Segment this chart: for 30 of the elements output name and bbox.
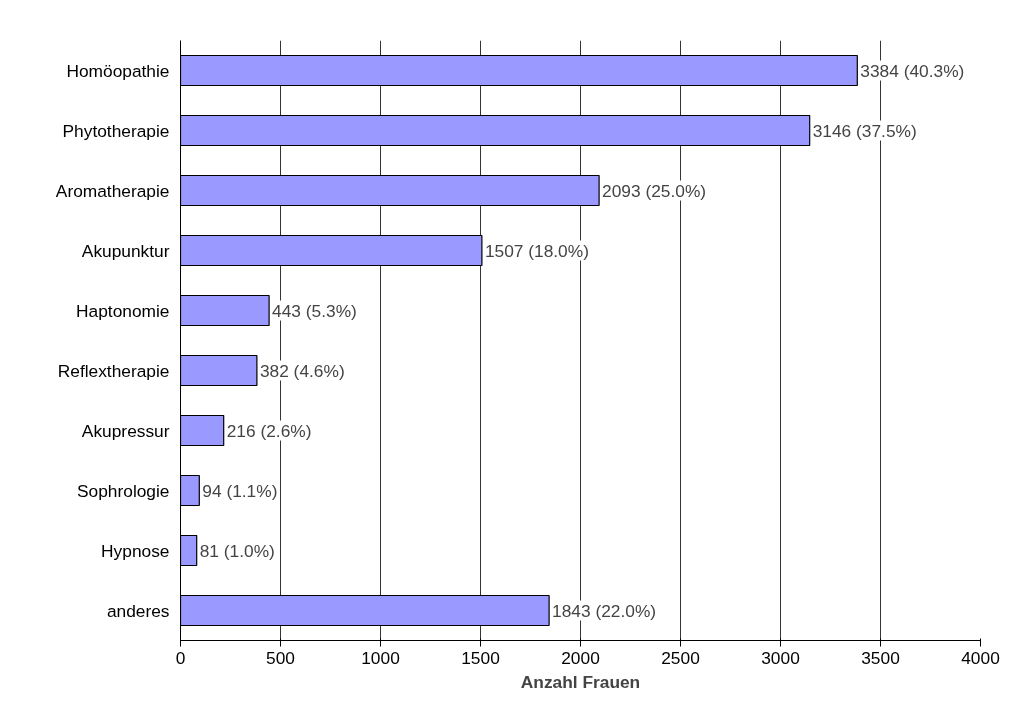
y-tick-label: Phytotherapie: [62, 120, 170, 141]
x-tick-label: 2000: [561, 647, 600, 668]
x-tick-label: 3000: [761, 647, 800, 668]
x-tick-label: 500: [266, 647, 295, 668]
x-tick-label: 2500: [661, 647, 700, 668]
x-tick-label: 0: [175, 647, 186, 668]
data-label: 2093 (25.0%): [602, 180, 707, 201]
data-label: 1843 (22.0%): [552, 600, 657, 621]
y-tick-label: Reflextherapie: [57, 360, 170, 381]
y-tick-label: Haptonomie: [76, 300, 170, 321]
y-tick-label: Aromatherapie: [55, 180, 170, 201]
data-label: 3384 (40.3%): [860, 60, 965, 81]
x-tick-label: 1000: [361, 647, 400, 668]
y-tick-label: Hypnose: [101, 540, 170, 561]
data-label: 81 (1.0%): [199, 540, 275, 561]
x-tick-label: 4000: [961, 647, 1000, 668]
data-label: 443 (5.3%): [272, 300, 357, 321]
y-tick-label: Sophrologie: [77, 480, 170, 501]
data-label: 382 (4.6%): [259, 360, 345, 381]
y-tick-label: Akupunktur: [81, 240, 170, 261]
y-tick-label: Akupressur: [81, 420, 170, 441]
data-label: 216 (2.6%): [226, 420, 312, 441]
x-axis-title: Anzahl Frauen: [520, 671, 641, 692]
x-tick-label: 1500: [461, 647, 500, 668]
data-label: 1507 (18.0%): [484, 240, 589, 261]
data-label: 3146 (37.5%): [812, 120, 917, 141]
x-tick-label: 3500: [861, 647, 900, 668]
y-tick-label: anderes: [106, 600, 170, 621]
y-tick-label: Homöopathie: [66, 60, 170, 81]
data-label: 94 (1.1%): [202, 480, 278, 501]
